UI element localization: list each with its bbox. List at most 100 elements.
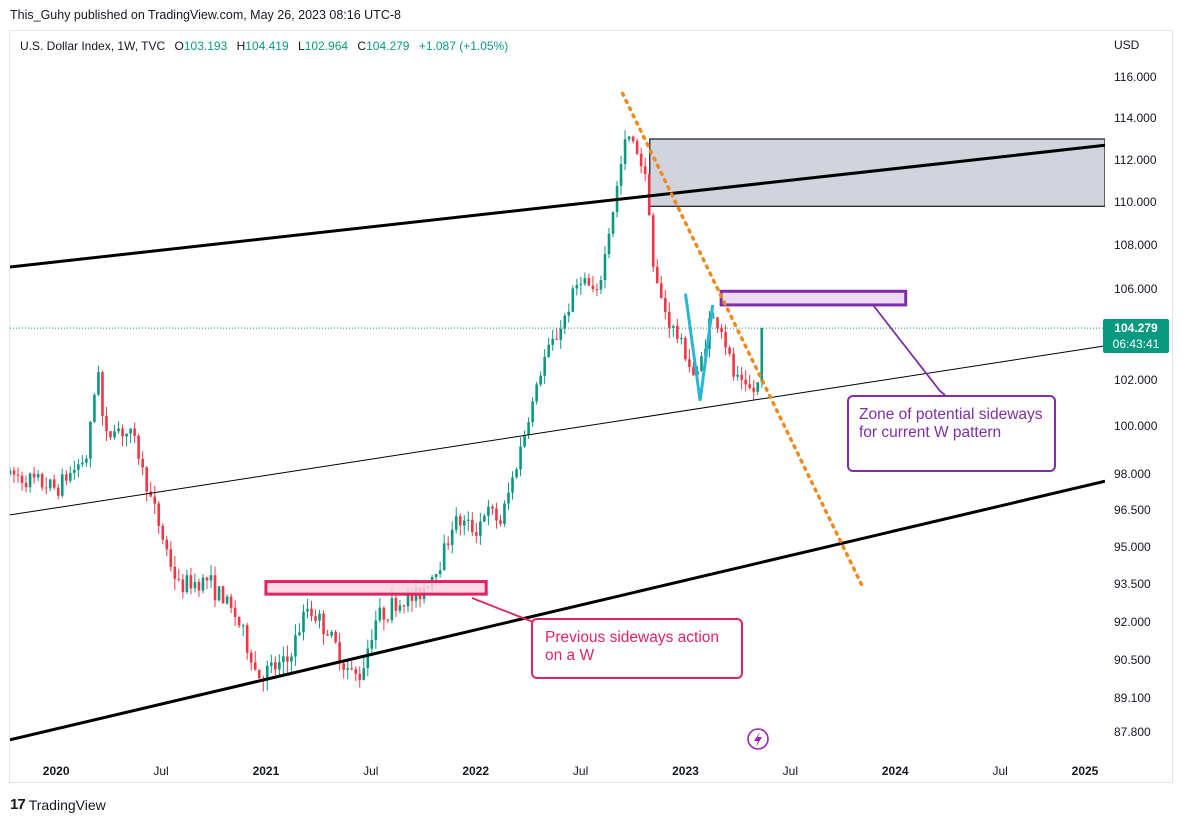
candle-body (551, 338, 555, 345)
y-tick-label: 116.000 (1114, 70, 1157, 84)
y-tick-label: 110.000 (1114, 195, 1157, 209)
candle-body (181, 579, 185, 593)
candle-body (446, 543, 450, 545)
candle-body (173, 566, 177, 579)
candle-body (575, 284, 579, 289)
tv-logo-icon[interactable]: 17 (10, 796, 26, 813)
symbol-name[interactable]: U.S. Dollar Index, 1W, TVC (20, 39, 166, 53)
y-tick-label: 114.000 (1114, 111, 1157, 125)
candle-body (149, 491, 153, 497)
x-tick-label: Jul (573, 764, 588, 778)
candle-body (527, 422, 530, 435)
candle-body (579, 283, 583, 285)
candle-body (20, 475, 24, 483)
candle-body (105, 416, 108, 432)
candle-body (752, 387, 756, 392)
candle-body (651, 215, 655, 267)
candle-body (129, 428, 132, 434)
candle-body (233, 607, 237, 617)
candle-body (471, 519, 474, 533)
downtrend-dotted-line (620, 91, 866, 591)
candle-body (314, 616, 317, 621)
candle-body (607, 233, 611, 255)
candle-body (310, 608, 313, 617)
x-tick-label: 2021 (253, 764, 280, 778)
candle-body (121, 428, 124, 437)
candle-body (535, 384, 538, 402)
candle-body (623, 139, 627, 165)
candle-body (97, 372, 100, 395)
candle-body (141, 458, 144, 468)
candle-body (603, 254, 607, 281)
candle-body (438, 570, 442, 574)
candle-body (692, 366, 695, 376)
previous-sideways-zone (264, 580, 488, 596)
candle-body (567, 311, 571, 316)
candle-body (221, 586, 225, 604)
previous-sideways-callout[interactable]: Previous sideways action on a W (531, 618, 743, 679)
x-tick-label: 2020 (43, 764, 70, 778)
candle-body (249, 652, 253, 663)
candle-body (282, 656, 285, 663)
footer: 17 TradingView (10, 796, 106, 813)
candle-body (382, 607, 386, 620)
candle-body (684, 337, 687, 360)
candle-body (680, 337, 683, 339)
candle-body (10, 470, 12, 474)
y-tick-label: 108.000 (1114, 238, 1158, 252)
candle-body (28, 473, 32, 488)
currency-label[interactable]: USD (1114, 38, 1140, 52)
candle-body (245, 625, 249, 653)
upper-channel-line (10, 143, 1105, 269)
candle-body (563, 315, 567, 329)
open-value: 103.193 (183, 39, 228, 53)
candle-body (555, 338, 559, 340)
candle-body (543, 356, 546, 376)
candle-body (539, 375, 542, 385)
candle-body (479, 521, 482, 536)
y-tick-label: 96.500 (1114, 503, 1151, 517)
last-price: 104.279 (1114, 321, 1158, 335)
x-tick-label: 2022 (462, 764, 489, 778)
candle-body (117, 428, 120, 432)
candle-body (278, 662, 281, 670)
candle-body (712, 317, 715, 319)
candle-body (318, 613, 321, 621)
candle-body (56, 487, 60, 496)
candle-body (81, 462, 84, 465)
candle-body (583, 278, 587, 284)
candle-body (334, 631, 337, 643)
candle-body (724, 332, 727, 348)
candle-body (507, 492, 510, 504)
candle-body (73, 469, 76, 473)
candle-body (169, 549, 173, 567)
candle-body (519, 446, 522, 470)
candle-body (241, 625, 245, 627)
candle-body (571, 288, 575, 312)
footer-brand[interactable]: TradingView (28, 796, 106, 813)
candle-body (760, 328, 764, 383)
y-tick-label: 93.500 (1114, 577, 1151, 591)
mid-channel-line (10, 345, 1105, 516)
zone-callout[interactable]: Zone of potential sideways for current W… (847, 395, 1056, 472)
candle-body (591, 285, 595, 290)
candle-body (619, 164, 623, 186)
candle-body (466, 519, 470, 521)
candle-body (257, 669, 261, 679)
candle-body (676, 326, 679, 339)
candle-body (306, 608, 309, 612)
candle-body (366, 648, 370, 669)
candle-body (523, 434, 526, 447)
candle-body (728, 347, 731, 354)
candle-body (237, 616, 241, 626)
x-tick-label: Jul (153, 764, 168, 778)
candle-body (491, 506, 494, 509)
y-tick-label: 90.500 (1114, 653, 1151, 667)
candle-body (394, 598, 398, 611)
high-value: 104.419 (245, 39, 289, 53)
candle-body (286, 656, 289, 662)
candle-body (346, 668, 349, 670)
candle-body (32, 473, 36, 478)
candle-body (229, 596, 233, 608)
